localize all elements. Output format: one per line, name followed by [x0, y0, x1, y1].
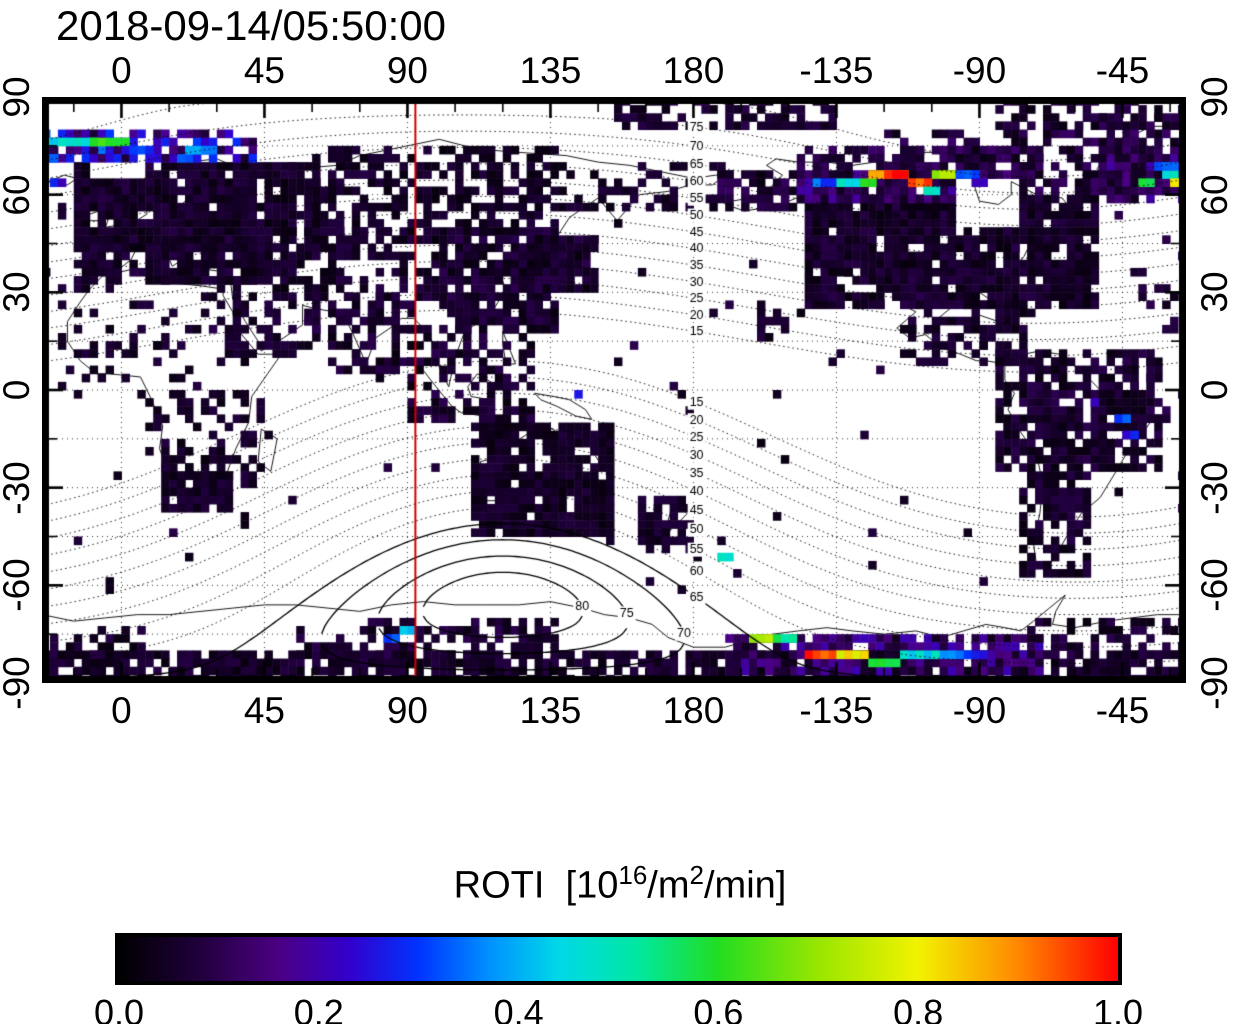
lon-tick-label-bottom-90: 90 — [386, 690, 429, 731]
lon-tick-label-top--135: -135 — [799, 50, 874, 91]
colorbar-title-exp16: 16 — [618, 860, 648, 890]
lat-tick-label-right-0: 0 — [1194, 379, 1235, 401]
lat-tick-label-left-30: 30 — [0, 271, 37, 313]
colorbar-title-text: ROTI [10 — [453, 864, 619, 907]
lon-tick-label-top-180: 180 — [662, 50, 725, 91]
lat-tick-label-left--90: -90 — [0, 656, 37, 710]
colorbar-title-m: /m — [647, 864, 690, 907]
lon-tick-label-top-0: 0 — [111, 50, 132, 91]
lon-tick-label-bottom--135: -135 — [799, 690, 874, 731]
lon-tick-label-bottom-45: 45 — [243, 690, 286, 731]
colorbar-tick-label-0.6: 0.6 — [693, 992, 744, 1024]
lat-tick-label-right-60: 60 — [1194, 174, 1235, 216]
lon-tick-label-bottom-135: 135 — [519, 690, 582, 731]
lat-tick-label-right-30: 30 — [1194, 271, 1235, 313]
lon-tick-label-bottom-0: 0 — [111, 690, 132, 731]
lon-tick-label-top--45: -45 — [1095, 50, 1150, 91]
lon-tick-label-top-135: 135 — [519, 50, 582, 91]
lon-tick-label-top-45: 45 — [243, 50, 286, 91]
lat-tick-label-right-90: 90 — [1194, 76, 1235, 118]
world-map-canvas — [42, 97, 1186, 683]
lon-tick-label-bottom--45: -45 — [1095, 690, 1150, 731]
lon-tick-label-bottom--90: -90 — [952, 690, 1007, 731]
colorbar-tick-label-1.0: 1.0 — [1092, 992, 1144, 1024]
colorbar-tick-label-0.0: 0.0 — [93, 992, 145, 1024]
colorbar-tick-label-0.8: 0.8 — [893, 992, 944, 1024]
lon-tick-label-top-90: 90 — [386, 50, 429, 91]
lat-tick-label-left--60: -60 — [0, 558, 37, 613]
colorbar-tick-label-0.2: 0.2 — [293, 992, 344, 1024]
lat-tick-label-left-0: 0 — [0, 379, 37, 401]
colorbar-title-min: /min] — [703, 864, 787, 907]
lon-tick-label-top--90: -90 — [952, 50, 1007, 91]
colorbar-gradient — [115, 933, 1122, 985]
colorbar-title: ROTI [1016/m2/min] — [0, 860, 1240, 908]
timestamp-title: 2018-09-14/05:50:00 — [56, 2, 446, 49]
lon-tick-label-bottom-180: 180 — [662, 690, 725, 731]
colorbar-title-exp2: 2 — [689, 860, 704, 890]
lat-tick-label-right--60: -60 — [1194, 558, 1235, 613]
lat-tick-label-left-60: 60 — [0, 174, 37, 216]
colorbar-tick-label-0.4: 0.4 — [493, 992, 544, 1024]
lat-tick-label-left-90: 90 — [0, 76, 37, 118]
lat-tick-label-right--30: -30 — [1194, 460, 1235, 515]
lat-tick-label-left--30: -30 — [0, 460, 37, 515]
lat-tick-label-right--90: -90 — [1194, 656, 1235, 710]
